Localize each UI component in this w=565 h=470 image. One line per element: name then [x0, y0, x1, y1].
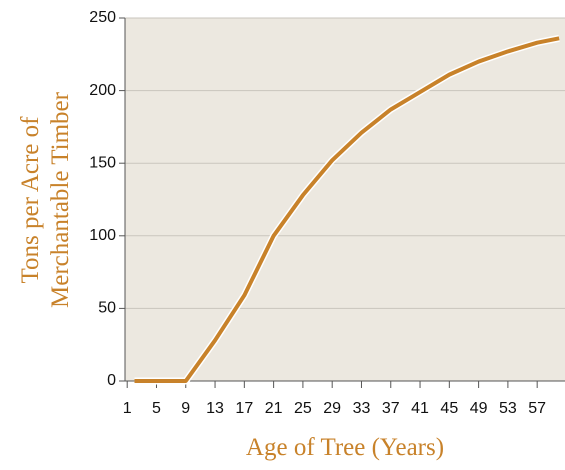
x-tick-label: 25	[294, 400, 312, 417]
x-tick-label: 53	[499, 400, 517, 417]
x-tick-label: 13	[206, 400, 224, 417]
x-tick-label: 9	[181, 400, 190, 417]
x-tick-label: 21	[265, 400, 283, 417]
y-tick-label: 100	[89, 227, 116, 244]
y-tick-label: 250	[89, 9, 116, 26]
y-tick-label: 200	[89, 82, 116, 99]
x-tick-label: 37	[382, 400, 400, 417]
y-axis-title: Merchantable Timber	[47, 91, 74, 308]
x-tick-label: 29	[323, 400, 341, 417]
x-tick-label: 41	[411, 400, 429, 417]
y-tick-label: 150	[89, 154, 116, 171]
x-tick-label: 17	[235, 400, 253, 417]
x-axis-title: Age of Tree (Years)	[246, 434, 444, 461]
y-tick-label: 50	[98, 300, 116, 317]
x-tick-label: 49	[470, 400, 488, 417]
line	[134, 36, 560, 383]
x-tick-label: 45	[440, 400, 458, 417]
y-tick-label: 0	[107, 372, 116, 389]
plot-area	[125, 18, 565, 381]
x-tick-label: 5	[152, 400, 161, 417]
y-axis-title: Tons per Acre of	[17, 116, 44, 284]
x-tick-label: 33	[353, 400, 371, 417]
x-tick-label: 57	[528, 400, 546, 417]
x-tick-label: 1	[123, 400, 132, 417]
